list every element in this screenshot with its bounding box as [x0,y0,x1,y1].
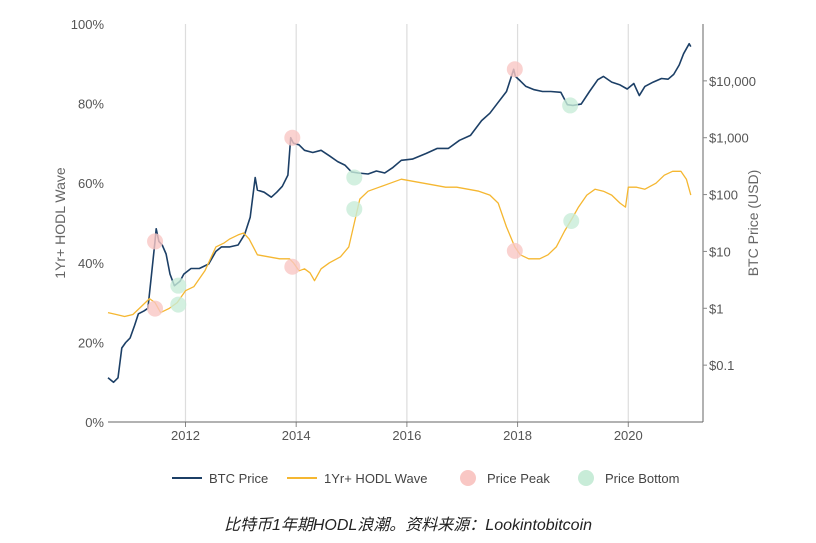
right-tick-label: $0.1 [709,358,734,373]
price-bottom-marker [562,97,579,114]
legend-label: Price Peak [487,471,550,486]
marker-layer [147,61,580,317]
right-tick-label: $10 [709,244,731,259]
x-tick-label: 2020 [614,428,643,443]
axes: 2012 2014 2016 2018 2020 0% 20% 40% 60% 80% 100% $0… [52,17,761,443]
legend-swatch-dot [578,470,594,486]
left-tick-label: 60% [78,176,104,191]
right-tick-label: $1 [709,301,723,316]
price-bottom-marker [170,296,187,313]
right-axis-title: BTC Price (USD) [745,170,761,277]
price-peak-marker [284,129,301,146]
price-bottom-marker [563,213,580,230]
price-bottom-marker [170,277,187,294]
series-line-btc-price [107,42,692,384]
left-tick-label: 100% [71,17,105,32]
left-tick-label: 0% [85,415,104,430]
price-bottom-marker [346,201,363,218]
left-tick-label: 40% [78,256,104,271]
x-tick-label: 2018 [503,428,532,443]
grid-lines [184,24,629,422]
legend-label: 1Yr+ HODL Wave [324,471,427,486]
price-peak-marker [147,233,164,250]
legend-label: BTC Price [209,471,268,486]
hodl-wave-chart: 2012 2014 2016 2018 2020 0% 20% 40% 60% 80% 100% $0… [52,17,761,486]
x-tick-label: 2012 [171,428,200,443]
legend-swatch-dot [460,470,476,486]
price-peak-marker [284,258,301,275]
price-peak-marker [506,61,523,78]
right-tick-label: $100 [709,188,738,203]
figure-caption: 比特币1年期HODL浪潮。资料来源：Lookintobitcoin [223,517,593,534]
right-tick-label: $10,000 [709,74,756,89]
price-peak-marker [506,242,523,259]
price-bottom-marker [346,169,363,186]
left-axis-title: 1Yr+ HODL Wave [52,167,68,279]
price-peak-marker [147,300,164,317]
x-tick-label: 2014 [282,428,311,443]
series-layer [107,42,692,384]
left-tick-label: 20% [78,335,104,350]
legend: BTC Price 1Yr+ HODL Wave Price Peak Price B… [172,470,679,486]
right-tick-label: $1,000 [709,131,749,146]
x-tick-label: 2016 [392,428,421,443]
legend-label: Price Bottom [605,471,679,486]
series-line-1yr-hodl-wave [107,170,692,318]
left-tick-label: 80% [78,97,104,112]
